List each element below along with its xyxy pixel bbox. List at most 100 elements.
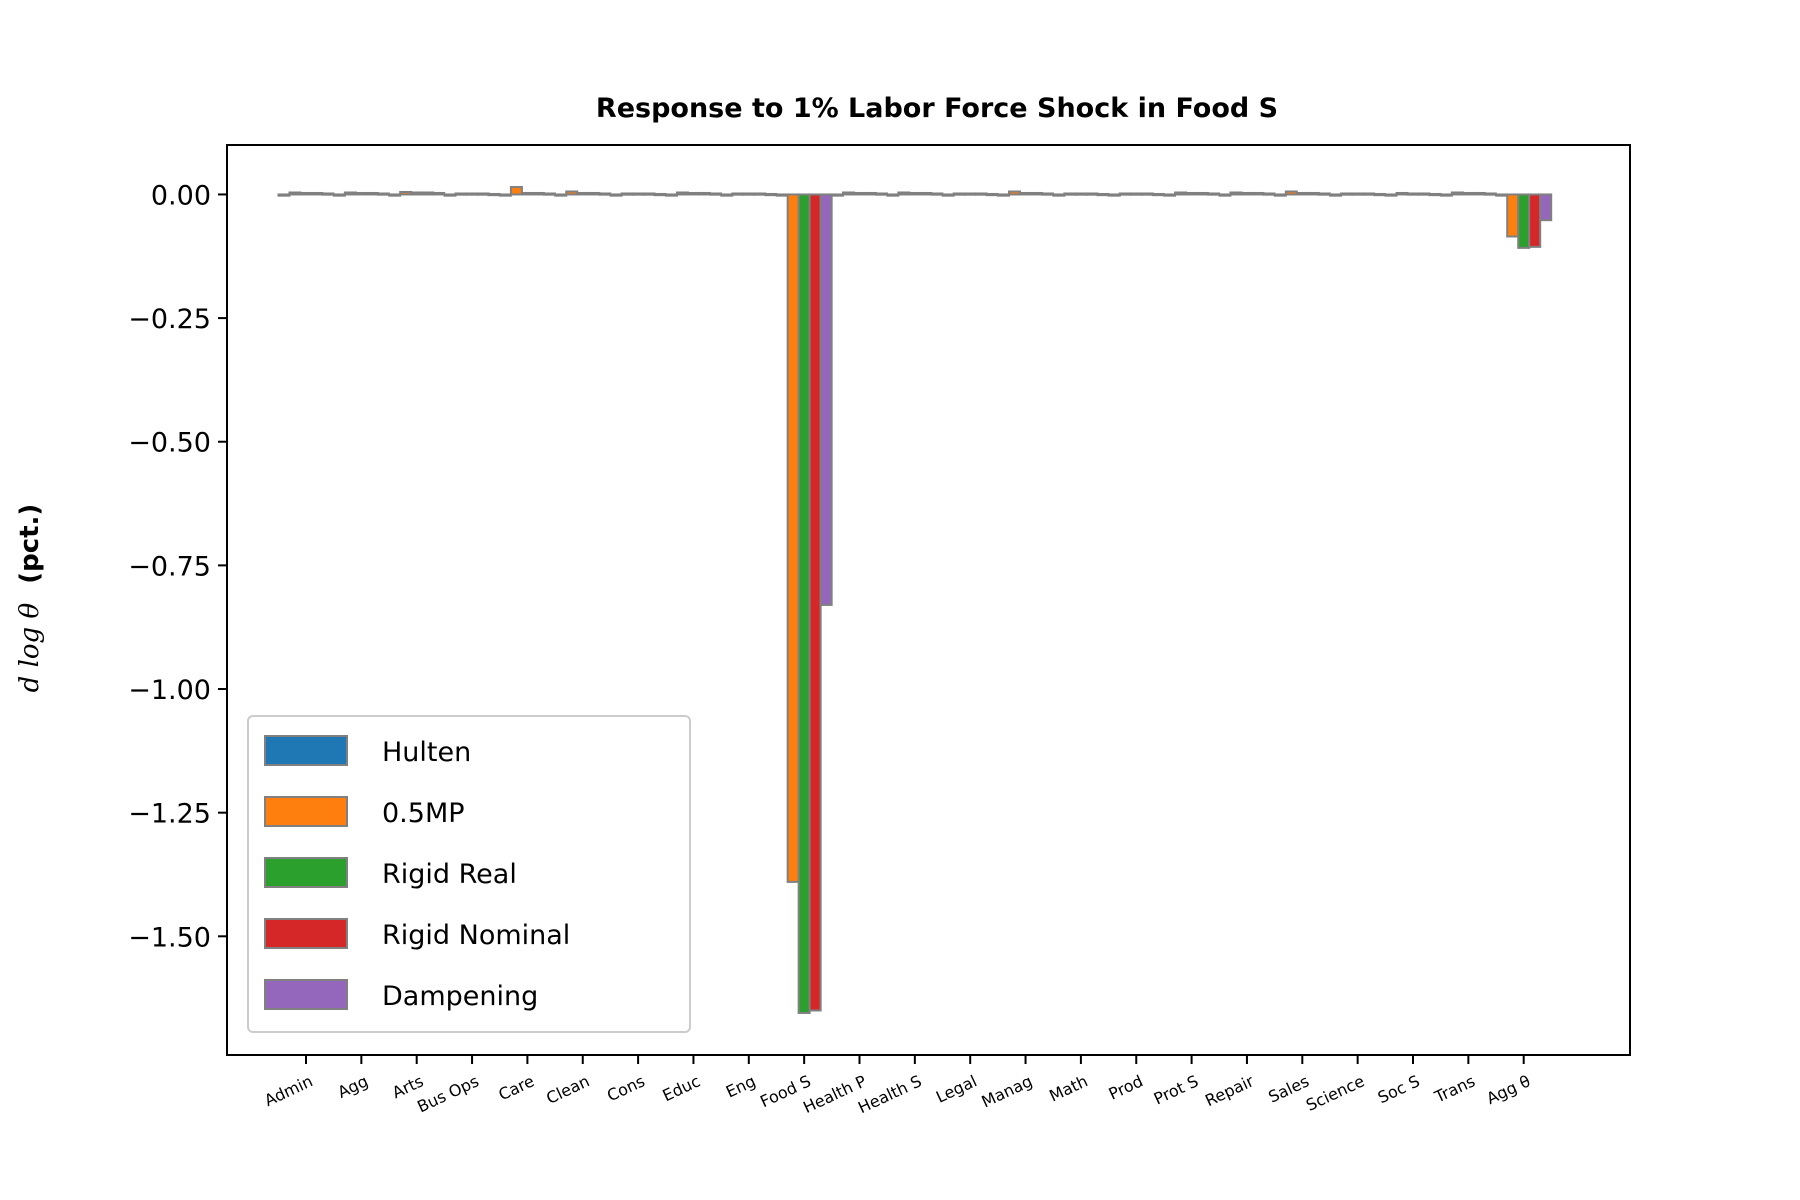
bar-rigid-real-6: [631, 192, 645, 196]
bar-hulten-10: [831, 193, 844, 197]
bar-hulten-17: [1218, 193, 1232, 197]
bar-hulten-12: [941, 193, 955, 197]
bar-rigid-nominal-9: [808, 193, 822, 1012]
bar-0-5mp-3: [454, 192, 468, 196]
x-tick-label: Educ: [660, 1071, 704, 1105]
y-axis-label-main: d log θ: [15, 603, 45, 693]
y-tick-label: −1.00: [128, 675, 211, 706]
bar-rigid-real-12: [963, 192, 977, 196]
bar-rigid-nominal-2: [421, 191, 435, 196]
legend-swatch: [264, 857, 348, 888]
bar-rigid-nominal-16: [1196, 191, 1210, 196]
bar-hulten-13: [997, 193, 1011, 197]
legend-label: Rigid Nominal: [382, 920, 570, 951]
bar-0-5mp-12: [952, 192, 966, 196]
bar-rigid-nominal-5: [587, 191, 601, 196]
bar-dampening-18: [1317, 192, 1331, 196]
bar-rigid-real-18: [1295, 191, 1309, 196]
bar-hulten-20: [1384, 193, 1398, 197]
bar-rigid-nominal-14: [1085, 192, 1099, 196]
bar-dampening-15: [1151, 192, 1165, 197]
bar-rigid-nominal-22: [1528, 193, 1542, 248]
bar-dampening-11: [930, 192, 944, 196]
bar-rigid-real-19: [1351, 192, 1365, 196]
y-axis-ticks: 0.00 −0.25 −0.50 −0.75 −1.00 −1.25 −1.50: [128, 180, 227, 953]
bar-0-5mp-17: [1229, 191, 1243, 196]
bar-rigid-real-22: [1517, 193, 1531, 249]
bar-rigid-nominal-19: [1362, 192, 1376, 196]
bar-hulten-9: [775, 193, 789, 197]
bar-0-5mp-19: [1340, 192, 1354, 196]
bar-0-5mp-14: [1063, 192, 1077, 196]
bar-hulten-18: [1273, 193, 1287, 197]
y-tick-label: −0.75: [128, 551, 211, 582]
bar-dampening-16: [1207, 192, 1221, 196]
y-tick-label: 0.00: [151, 180, 211, 211]
bar-rigid-nominal-11: [919, 191, 933, 196]
bar-0-5mp-22: [1506, 193, 1520, 238]
bar-rigid-nominal-10: [864, 191, 877, 196]
bar-0-5mp-16: [1174, 191, 1188, 196]
bar-dampening-4: [542, 192, 556, 196]
bar-0-5mp-6: [620, 192, 634, 196]
bar-rigid-nominal-7: [697, 191, 711, 196]
x-tick-label: Legal: [933, 1071, 980, 1106]
bar-hulten-11: [886, 193, 900, 197]
bar-0-5mp-10: [842, 191, 855, 196]
x-tick-label: Science: [1303, 1071, 1367, 1114]
bar-rigid-nominal-18: [1306, 191, 1320, 196]
bar-rigid-real-14: [1074, 192, 1088, 196]
bar-rigid-real-9: [797, 193, 811, 1014]
bar-hulten-3: [443, 193, 457, 197]
bar-rigid-real-10: [853, 191, 866, 196]
bar-0-5mp-21: [1450, 191, 1464, 196]
bar-dampening-21: [1483, 192, 1497, 196]
bar-rigid-nominal-21: [1472, 191, 1486, 196]
bar-dampening-22: [1539, 193, 1553, 222]
bar-rigid-nominal-6: [642, 192, 656, 196]
bar-dampening-8: [764, 192, 778, 197]
bar-dampening-7: [708, 192, 722, 196]
bar-rigid-real-7: [686, 191, 700, 196]
x-tick-label: Repair: [1202, 1071, 1257, 1110]
bar-dampening-9: [819, 193, 833, 606]
bar-0-5mp-13: [1008, 190, 1022, 196]
y-tick-label: −1.25: [128, 799, 211, 830]
bar-hulten-4: [498, 193, 512, 197]
x-tick-label: Math: [1046, 1071, 1090, 1105]
bar-rigid-nominal-0: [310, 191, 324, 196]
bar-rigid-nominal-13: [1030, 191, 1044, 196]
bar-0-5mp-1: [343, 191, 357, 196]
x-tick-label: Cons: [604, 1071, 648, 1105]
bar-dampening-12: [985, 192, 999, 197]
bar-rigid-real-15: [1129, 192, 1143, 196]
bar-0-5mp-20: [1395, 191, 1409, 196]
bar-rigid-real-2: [410, 191, 424, 196]
bar-dampening-0: [321, 192, 335, 196]
bar-hulten-2: [388, 193, 402, 197]
bar-rigid-nominal-1: [365, 191, 379, 196]
bar-rigid-real-8: [742, 192, 756, 196]
bar-dampening-19: [1373, 192, 1387, 197]
x-tick-label: Clean: [543, 1071, 592, 1107]
bar-hulten-15: [1107, 193, 1121, 197]
bar-hulten-1: [332, 193, 346, 197]
bar-dampening-13: [1041, 192, 1055, 196]
bar-rigid-real-3: [465, 192, 479, 196]
bar-hulten-21: [1439, 193, 1453, 197]
bars-group: [277, 186, 1553, 1014]
bar-hulten-0: [277, 193, 291, 197]
bar-0-5mp-18: [1284, 190, 1298, 196]
bar-0-5mp-5: [565, 190, 579, 196]
bar-dampening-6: [653, 192, 667, 197]
bar-rigid-nominal-8: [753, 192, 767, 196]
bar-hulten-8: [720, 193, 734, 197]
x-tick-label: Soc S: [1375, 1071, 1423, 1107]
bar-0-5mp-8: [731, 192, 745, 196]
bar-hulten-14: [1052, 193, 1066, 197]
bar-dampening-17: [1262, 192, 1276, 196]
y-axis-label: d log θ (pct.): [15, 504, 45, 693]
bar-hulten-6: [609, 193, 623, 197]
